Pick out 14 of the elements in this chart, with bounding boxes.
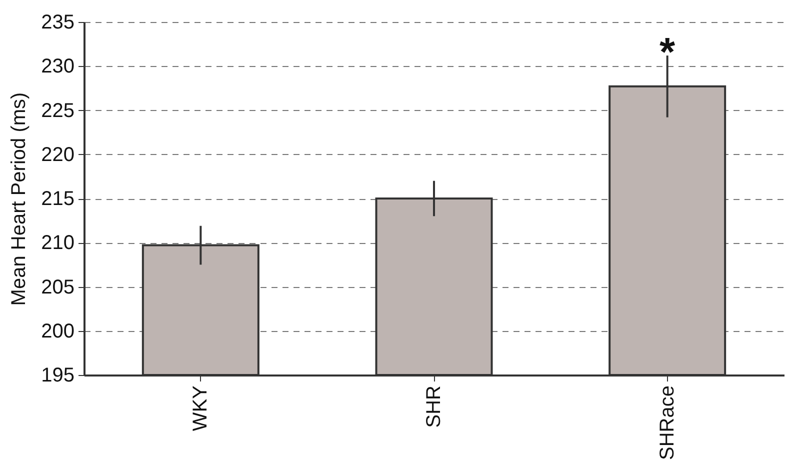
y-tick-label: 230 [41,56,74,78]
annotation: * [660,30,676,75]
y-tick-label: 195 [41,364,74,386]
y-tick-label: 210 [41,232,74,254]
y-tick-label: 235 [41,12,74,34]
y-tick-label: 225 [41,100,74,122]
y-tick-label: 205 [41,276,74,298]
y-tick-label: 215 [41,188,74,210]
y-tick-label: 200 [41,320,74,342]
y-axis-title: Mean Heart Period (ms) [8,92,30,306]
y-tick-label: 220 [41,144,74,166]
x-tick-label: SHR [423,386,445,428]
x-tick-label: SHRace [656,386,678,460]
x-tick-label: WKY [190,386,212,432]
